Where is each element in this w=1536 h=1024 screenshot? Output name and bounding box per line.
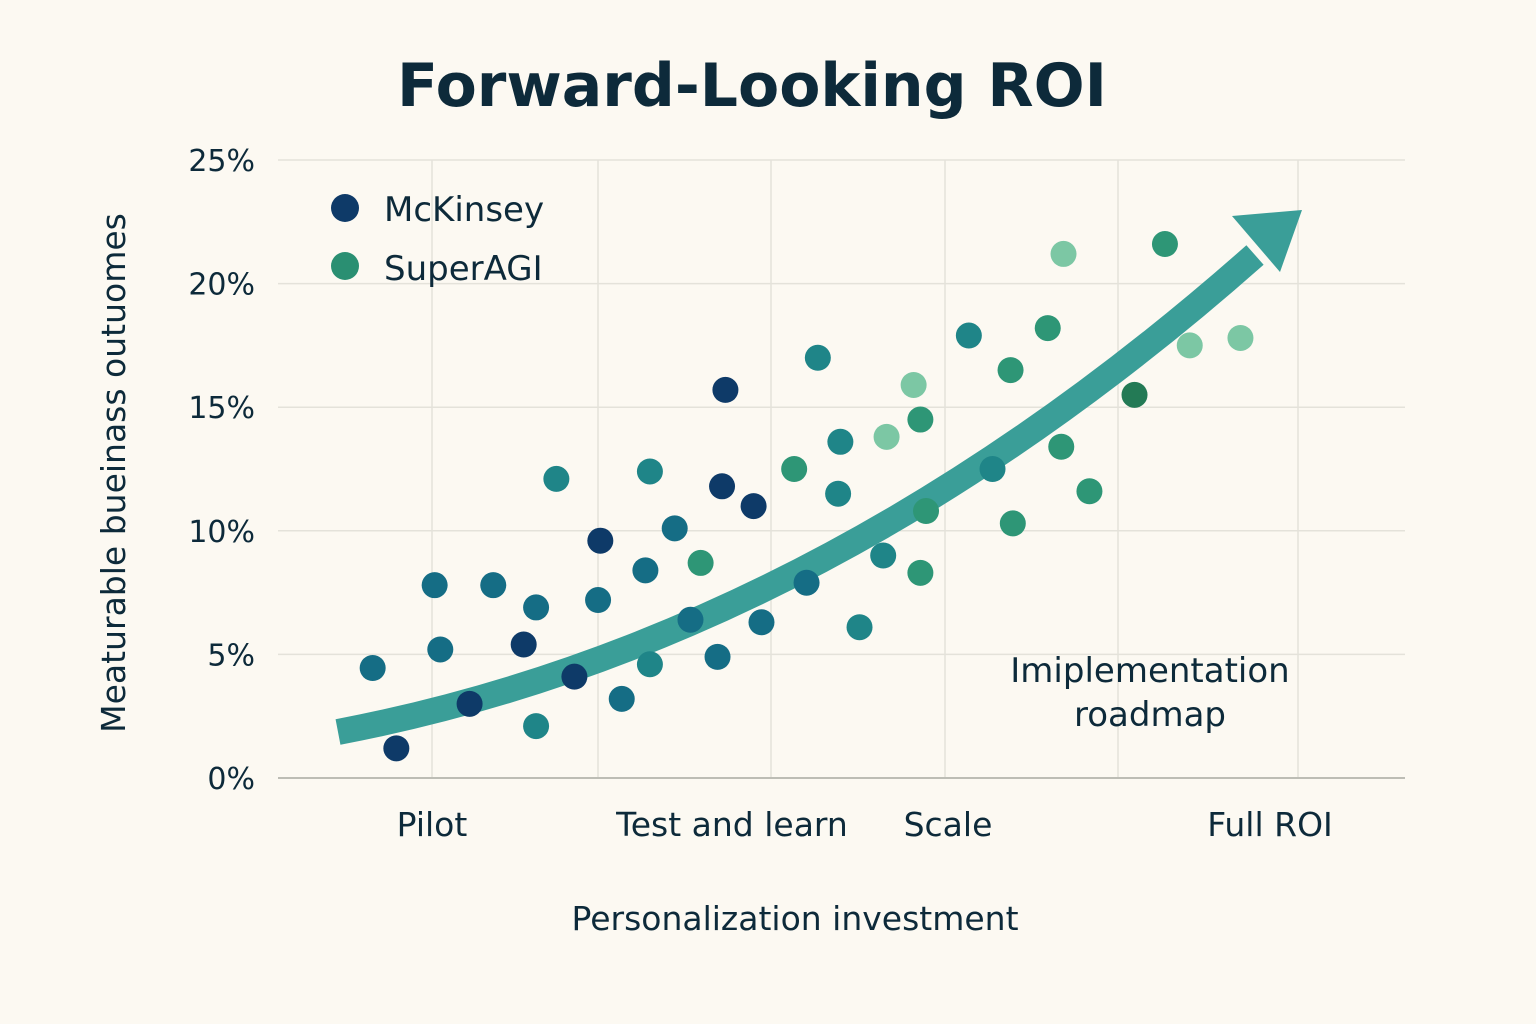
data-point — [585, 587, 612, 614]
data-point — [561, 663, 588, 690]
legend-label-mckinsey: McKinsey — [384, 190, 544, 230]
trend-arrow-head — [1232, 210, 1302, 272]
y-axis-label: Meaturable bueinass outuomes — [94, 213, 133, 733]
data-point — [510, 631, 537, 658]
data-point — [913, 498, 940, 525]
data-point — [1034, 315, 1061, 342]
data-point — [1151, 231, 1178, 258]
data-point — [825, 480, 852, 507]
data-point — [704, 643, 731, 670]
data-point — [427, 636, 454, 663]
data-point — [359, 654, 386, 681]
data-point — [523, 594, 550, 621]
data-point — [687, 549, 714, 576]
data-point — [1227, 324, 1254, 351]
annotation: Imiplementation roadmap — [1010, 651, 1289, 735]
data-point — [846, 614, 873, 641]
data-point — [955, 322, 982, 349]
data-point — [661, 515, 688, 542]
data-point — [712, 376, 739, 403]
y-tick-label: 0% — [207, 762, 255, 797]
data-point — [1048, 433, 1075, 460]
x-category-label: Pilot — [397, 805, 468, 844]
data-point — [740, 493, 767, 520]
data-point — [1121, 381, 1148, 408]
data-point — [383, 735, 410, 762]
x-category-label: Test and learn — [615, 805, 848, 844]
data-points — [359, 231, 1254, 762]
data-point — [907, 559, 934, 586]
data-point — [793, 569, 820, 596]
data-point — [804, 344, 831, 371]
data-point — [997, 357, 1024, 384]
legend-label-superagi: SuperAGI — [384, 249, 543, 289]
data-point — [999, 510, 1026, 537]
data-point — [543, 465, 570, 492]
data-point — [709, 473, 736, 500]
x-category-label: Full ROI — [1207, 805, 1333, 844]
x-category-label: Scale — [904, 805, 993, 844]
series-superagi — [636, 231, 1254, 586]
chart-title: Forward-Looking ROI — [397, 51, 1107, 121]
data-point — [1076, 478, 1103, 505]
legend-marker-superagi — [331, 252, 359, 280]
y-tick-label: 10% — [188, 515, 255, 550]
data-point — [636, 458, 663, 485]
data-point — [587, 527, 614, 554]
data-point — [608, 685, 635, 712]
data-point — [900, 371, 927, 398]
data-point — [1050, 240, 1077, 267]
y-tick-labels: 0% 5% 10% 15% 20% 25% — [188, 144, 255, 797]
data-point — [421, 572, 448, 599]
series-mckinsey — [359, 376, 873, 762]
y-tick-label: 15% — [188, 391, 255, 426]
grid — [278, 159, 1405, 778]
annotation-line-2: roadmap — [1074, 695, 1226, 735]
y-tick-label: 5% — [207, 638, 255, 673]
data-point — [456, 690, 483, 717]
data-point — [781, 456, 808, 482]
data-point — [827, 428, 854, 455]
data-point — [636, 651, 663, 678]
x-category-labels: Pilot Test and learn Scale Full ROI — [397, 805, 1333, 844]
y-tick-label: 25% — [188, 144, 255, 179]
legend: McKinsey SuperAGI — [331, 190, 544, 289]
legend-marker-mckinsey — [331, 194, 359, 222]
data-point — [873, 423, 900, 450]
data-point — [870, 542, 897, 569]
data-point — [907, 406, 934, 433]
data-point — [480, 572, 507, 599]
data-point — [748, 609, 775, 636]
data-point — [632, 557, 659, 584]
data-point — [523, 713, 550, 740]
x-axis-label: Personalization investment — [571, 899, 1018, 938]
annotation-line-1: Imiplementation — [1010, 651, 1289, 691]
y-tick-label: 20% — [188, 268, 255, 303]
data-point — [979, 456, 1006, 482]
data-point — [1176, 332, 1203, 359]
data-point — [677, 606, 704, 633]
